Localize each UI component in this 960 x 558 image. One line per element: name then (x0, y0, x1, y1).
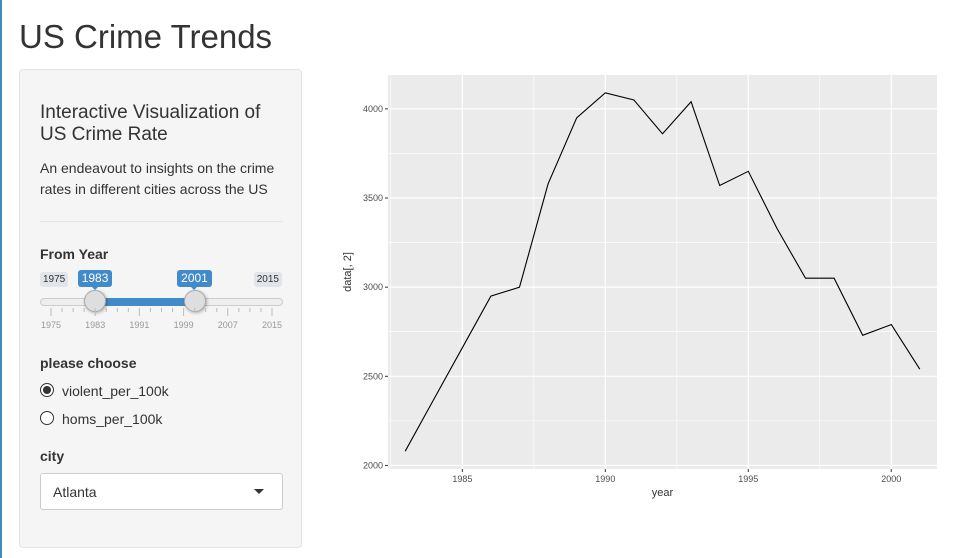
x-tick-label: 1985 (452, 474, 472, 484)
chevron-down-icon[interactable] (254, 489, 264, 494)
city-select[interactable]: Atlanta (40, 473, 283, 510)
x-tick-label: 2000 (881, 474, 901, 484)
year-slider-to-value: 2001 (177, 270, 212, 290)
slider-grid-label: 1983 (85, 320, 106, 330)
slider-grid-label: 2015 (261, 320, 283, 330)
y-tick-label: 4000 (363, 104, 383, 114)
year-slider-min: 1975 (40, 272, 69, 287)
radio-button-checked[interactable] (40, 383, 54, 397)
window-left-edge (0, 0, 2, 558)
sidebar-divider (40, 221, 283, 222)
city-select-value: Atlanta (53, 484, 97, 500)
crime-trend-chart: 1985 1990 1995 2000 2000 2500 3000 3500 4000 year… (342, 75, 937, 499)
radio-group-label: please choose (40, 355, 137, 371)
y-tick-label: 3000 (363, 282, 383, 292)
sidebar-description: An endeavout to insights on the crime ra… (40, 160, 275, 197)
year-slider-label: From Year (40, 246, 109, 262)
year-slider-max: 2015 (253, 272, 282, 287)
y-tick-label: 3500 (363, 193, 383, 203)
slider-grid-label: 1999 (173, 320, 194, 330)
year-slider-grid: 1975 1983 1991 1999 2007 2015 (40, 308, 283, 330)
radio-option-label: violent_per_100k (62, 383, 169, 399)
x-tick-label: 1990 (595, 474, 615, 484)
plot-panel (388, 75, 937, 469)
y-axis-label: data[, 2] (342, 252, 354, 292)
slider-grid-label: 1975 (40, 320, 62, 330)
radio-button-unchecked[interactable] (40, 411, 54, 425)
slider-grid-label: 1991 (129, 320, 150, 330)
city-select-label: city (40, 448, 65, 464)
x-tick-label: 1995 (738, 474, 758, 484)
y-tick-label: 2000 (363, 460, 383, 470)
page-title: US Crime Trends (19, 18, 273, 55)
x-axis-label: year (652, 487, 674, 499)
year-slider-from-value: 1983 (77, 270, 113, 290)
y-tick-label: 2500 (363, 371, 383, 381)
year-slider-ticks (50, 308, 273, 316)
year-slider-range-bar[interactable] (95, 298, 195, 306)
series-line (404, 92, 921, 452)
radio-option-label: homs_per_100k (62, 411, 163, 427)
sidebar-heading: Interactive Visualization of US Crime Ra… (40, 102, 261, 145)
slider-grid-label: 2007 (217, 320, 238, 330)
sidebar-panel: Interactive Visualization of US Crime Ra… (19, 69, 302, 548)
